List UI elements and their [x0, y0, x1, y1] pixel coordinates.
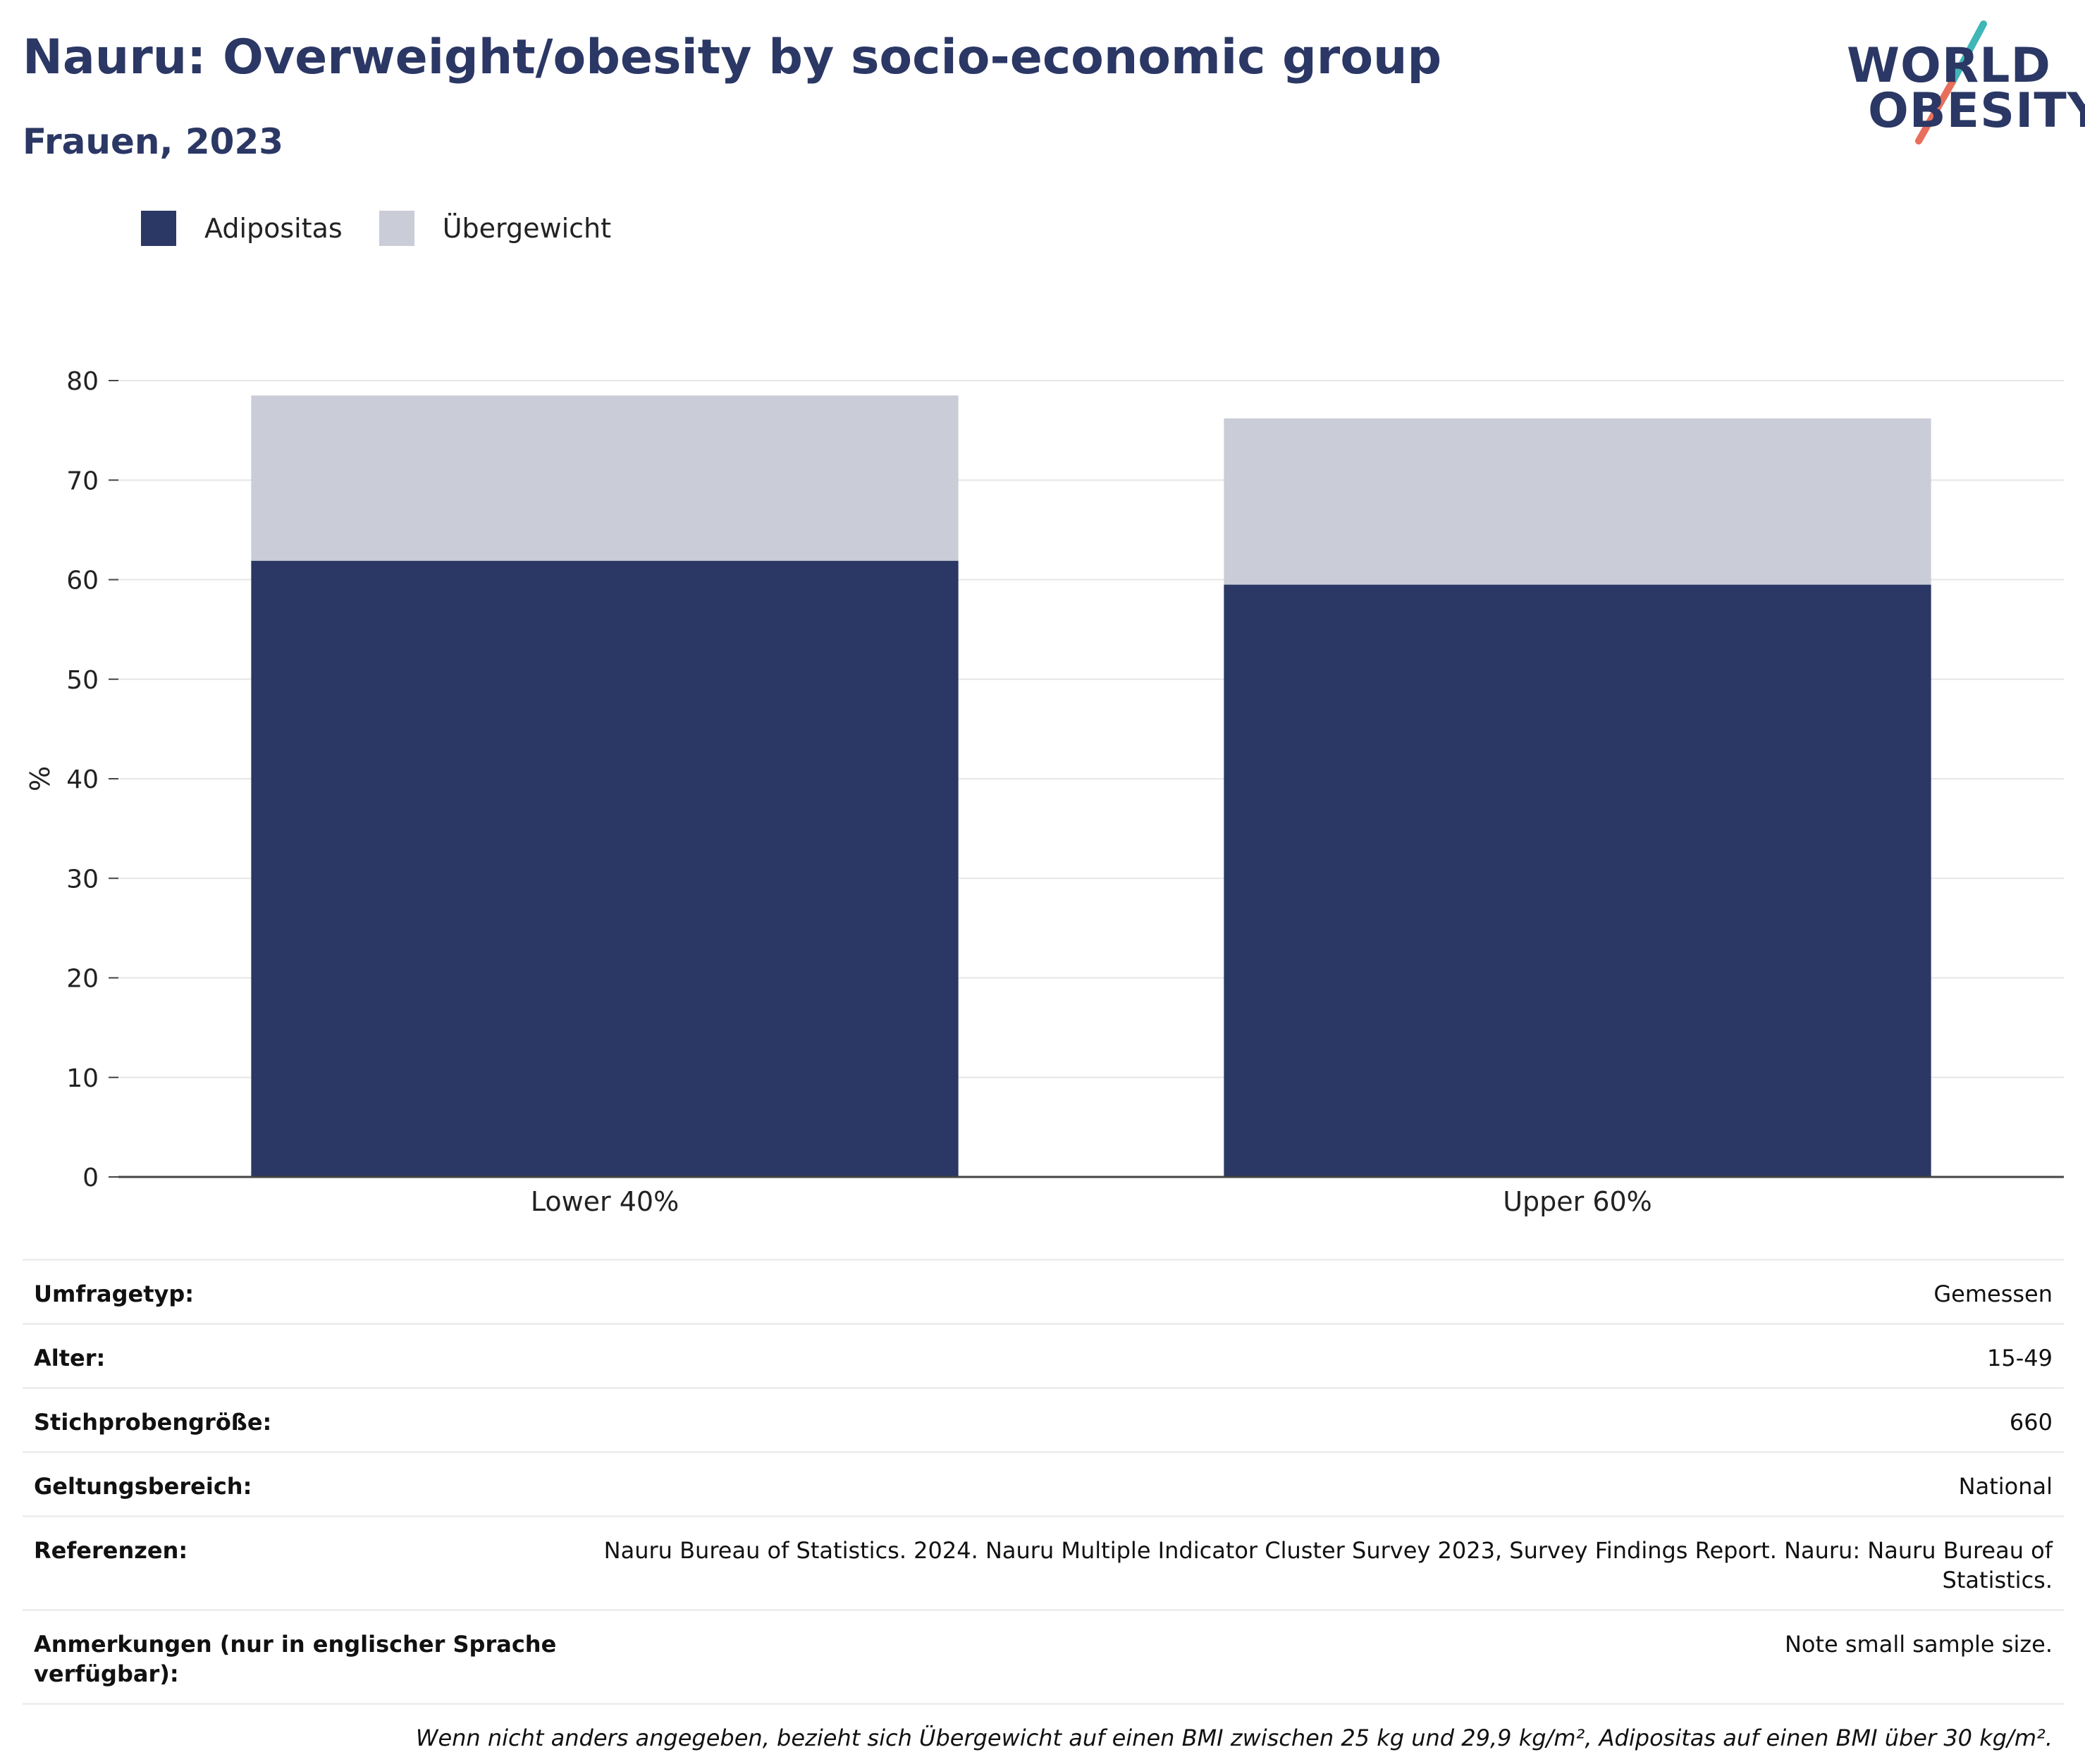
metadata-label: Umfragetyp: [34, 1281, 195, 1307]
stacked-bar-chart: 0 10 20 30 40 50 60 70 80% Lower 40% Upper 60% [25, 367, 2064, 1217]
bar-uebergewicht [251, 395, 959, 561]
legend-label-uebergewicht: Übergewicht [442, 213, 611, 244]
legend-label-adipositas: Adipositas [204, 213, 343, 244]
y-tick-label: 70 [66, 467, 99, 495]
metadata-value: Note small sample size. [1784, 1631, 2053, 1658]
definition-footnote: Wenn nicht anders angegeben, bezieht sic… [23, 1703, 2064, 1764]
logo-slash-icon [1915, 20, 1987, 144]
metadata-value: 660 [2009, 1409, 2053, 1436]
bar-adipositas [251, 560, 959, 1177]
metadata-row-coverage: Geltungsbereich: National [23, 1451, 2064, 1515]
metadata-label: Alter: [34, 1345, 106, 1371]
metadata-row-references: Referenzen: Nauru Bureau of Statistics. … [23, 1515, 2064, 1609]
y-tick-label: 50 [66, 666, 99, 695]
logo-text-obesity: OBESITY [1868, 83, 2085, 139]
x-tick-label: Upper 60% [1503, 1186, 1652, 1217]
y-axis-label: % [25, 766, 56, 791]
metadata-row-sample-size: Stichprobengröße: 660 [23, 1387, 2064, 1451]
metadata-label: Geltungsbereich: [34, 1473, 252, 1500]
y-tick-label: 10 [66, 1064, 99, 1093]
legend-item-uebergewicht[interactable]: Übergewicht [379, 211, 611, 246]
metadata-value: Nauru Bureau of Statistics. 2024. Nauru … [603, 1537, 2053, 1593]
metadata-value: National [1958, 1473, 2053, 1500]
chart-title: Nauru: Overweight/obesity by socio-econo… [23, 30, 1442, 85]
metadata-label: Anmerkungen (nur in englischer Sprache v… [34, 1631, 557, 1687]
chart-legend: Adipositas Übergewicht [141, 210, 648, 247]
metadata-value: 15-49 [1987, 1345, 2053, 1371]
y-tick-label: 80 [66, 367, 99, 396]
metadata-row-notes: Anmerkungen (nur in englischer Sprache v… [23, 1609, 2064, 1703]
metadata-label: Referenzen: [34, 1537, 188, 1564]
legend-swatch-adipositas [141, 211, 176, 246]
bar-uebergewicht [1224, 418, 1931, 585]
metadata-value: Gemessen [1933, 1281, 2053, 1307]
y-tick-label: 60 [66, 567, 99, 596]
y-tick-label: 0 [82, 1164, 99, 1192]
legend-item-adipositas[interactable]: Adipositas [141, 211, 343, 246]
x-tick-label: Lower 40% [531, 1186, 679, 1217]
metadata-row-survey-type: Umfragetyp: Gemessen [23, 1259, 2064, 1323]
bar-adipositas [1224, 584, 1931, 1177]
metadata-label: Stichprobengröße: [34, 1409, 272, 1436]
logo-text-world: WORLD [1847, 38, 2051, 94]
world-obesity-logo: WORLD OBESITY [1833, 20, 2085, 147]
legend-swatch-uebergewicht [379, 211, 414, 246]
chart-subtitle: Frauen, 2023 [23, 121, 284, 162]
metadata-table: Umfragetyp: Gemessen Alter: 15-49 Stichp… [23, 1259, 2064, 1764]
y-tick-label: 40 [66, 765, 99, 794]
metadata-row-age: Alter: 15-49 [23, 1323, 2064, 1387]
y-tick-label: 20 [66, 965, 99, 994]
y-tick-label: 30 [66, 865, 99, 894]
